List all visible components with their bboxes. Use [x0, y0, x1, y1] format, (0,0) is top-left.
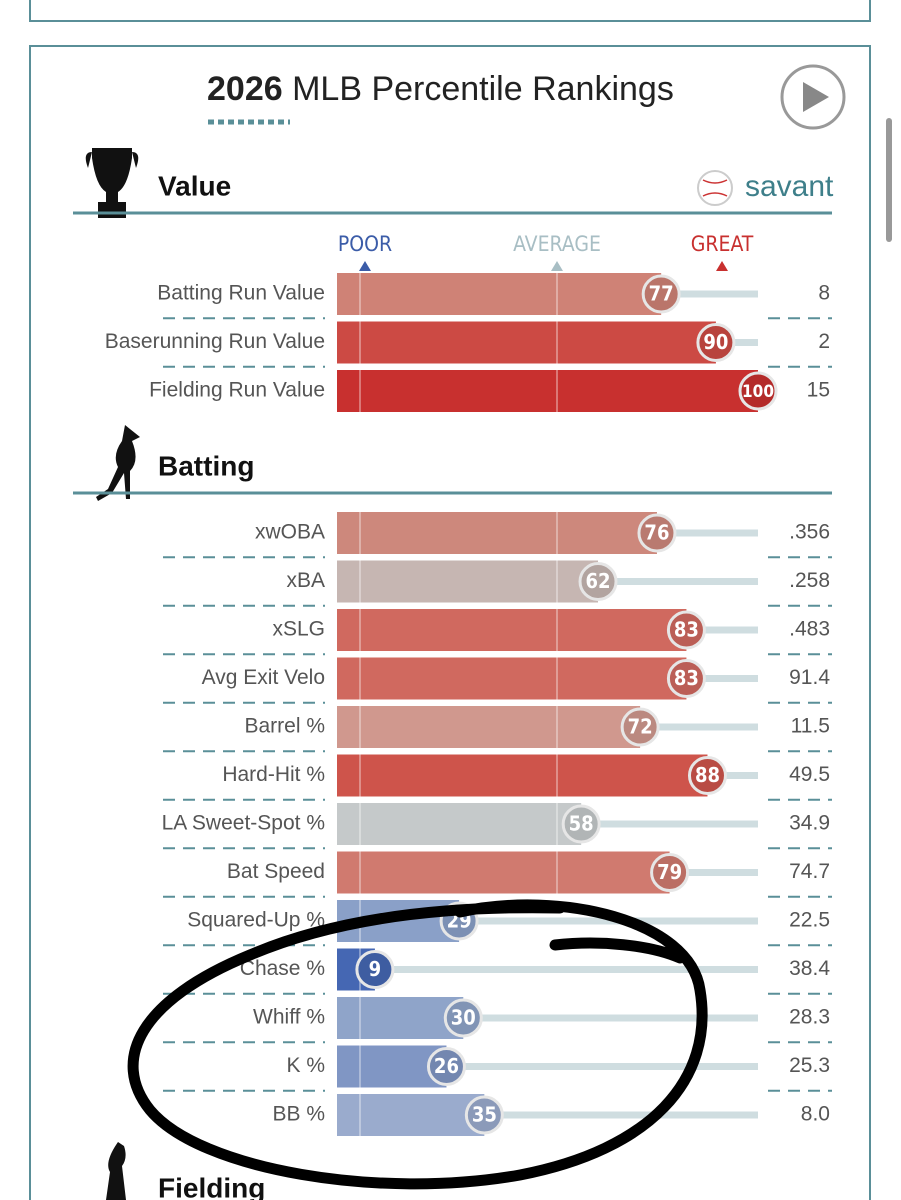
- percentile-badge: [687, 756, 727, 795]
- legend-poor: POOR: [338, 232, 392, 256]
- bar: [337, 706, 641, 748]
- row-label: Avg Exit Velo: [202, 666, 325, 689]
- percentile-label: 62: [585, 569, 610, 593]
- section-icon: [106, 1142, 126, 1200]
- title-year: 2026: [207, 70, 283, 108]
- percentile-badge: [578, 562, 618, 601]
- percentile-badge: [650, 853, 690, 892]
- percentile-label: 79: [657, 860, 682, 884]
- row-label: Fielding Run Value: [149, 379, 325, 402]
- hand-drawn-circle: [127, 899, 708, 1190]
- percentile-badge: [641, 274, 681, 314]
- bar: [337, 609, 687, 651]
- percentile-badge: [696, 323, 736, 362]
- bar: [337, 803, 582, 845]
- bar: [337, 1094, 485, 1136]
- row-value: 38.4: [789, 957, 830, 980]
- percentile-label: 83: [674, 618, 699, 642]
- row-value: 34.9: [789, 812, 830, 835]
- percentile-label: 90: [703, 330, 728, 354]
- row-value: 11.5: [791, 715, 830, 738]
- legend-marker: [359, 261, 371, 271]
- row-value: 74.7: [789, 860, 830, 883]
- section-title: Batting: [158, 450, 254, 481]
- row-label: Bat Speed: [227, 860, 325, 883]
- percentile-badge: [738, 371, 778, 411]
- percentile-badge: [620, 707, 660, 747]
- brand: savant: [697, 170, 834, 206]
- legend-marker: [716, 261, 728, 271]
- bar: [337, 512, 657, 554]
- row-label: Baserunning Run Value: [105, 330, 325, 353]
- percentile-badge: [443, 998, 483, 1038]
- section-icon: [96, 425, 140, 501]
- row-label: K %: [286, 1054, 325, 1077]
- row-value: 28.3: [789, 1006, 830, 1029]
- row-label: Batting Run Value: [157, 282, 325, 305]
- legend-great: GREAT: [691, 232, 754, 256]
- percentile-label: 88: [695, 763, 720, 787]
- row-value: .258: [789, 569, 830, 592]
- bar: [337, 851, 670, 894]
- bar: [337, 273, 662, 315]
- percentile-badge: [637, 513, 677, 553]
- section-title: Fielding: [158, 1172, 265, 1200]
- bar: [337, 560, 599, 603]
- percentile-badge: [666, 659, 706, 698]
- row-label: xBA: [286, 569, 325, 592]
- title-text: MLB Percentile Rankings: [292, 70, 674, 108]
- row-value: 8.0: [801, 1103, 830, 1126]
- legend-average: AVERAGE: [513, 232, 601, 256]
- bar: [337, 370, 758, 412]
- row-label: LA Sweet-Spot %: [162, 812, 325, 835]
- bar: [337, 997, 464, 1039]
- percentile-label: 100: [742, 382, 774, 402]
- row-value: .483: [789, 618, 830, 641]
- percentile-badge: [561, 804, 601, 844]
- row-value: 25.3: [789, 1054, 830, 1077]
- row-label: BB %: [272, 1103, 325, 1126]
- percentile-badge: [426, 1047, 466, 1086]
- bar: [337, 321, 716, 364]
- row-label: Squared-Up %: [187, 909, 325, 932]
- row-label: xwOBA: [255, 521, 325, 544]
- row-label: xSLG: [272, 618, 325, 641]
- row-value: 49.5: [789, 763, 830, 786]
- play-button[interactable]: [780, 64, 846, 130]
- row-value: .356: [789, 521, 830, 544]
- percentile-label: 9: [369, 957, 382, 981]
- row-value: 91.4: [789, 666, 830, 689]
- percentile-label: 76: [644, 521, 669, 545]
- percentile-badge: [464, 1095, 504, 1135]
- percentile-label: 35: [472, 1103, 497, 1127]
- percentile-label: 30: [451, 1006, 476, 1030]
- row-label: Barrel %: [244, 715, 325, 738]
- brand-text: savant: [745, 170, 834, 203]
- legend-marker: [551, 261, 563, 271]
- percentile-label: 58: [569, 812, 594, 836]
- percentile-badge: [355, 950, 395, 989]
- percentile-badge: [666, 610, 706, 650]
- row-label: Whiff %: [253, 1006, 325, 1029]
- section-title: Value: [158, 170, 231, 201]
- bar: [337, 754, 708, 797]
- percentile-label: 72: [628, 715, 653, 739]
- row-value: 8: [818, 282, 830, 305]
- prev-card: [29, 0, 871, 22]
- row-value: 22.5: [789, 909, 830, 932]
- row-value: 2: [818, 330, 830, 353]
- title: 2026 MLB Percentile Rankings: [207, 70, 674, 108]
- section-icon: [85, 148, 139, 218]
- scrollbar: [886, 118, 892, 242]
- percentile-label: 83: [674, 666, 699, 690]
- row-value: 15: [807, 379, 830, 402]
- row-label: Hard-Hit %: [222, 763, 325, 786]
- card: [29, 45, 871, 1200]
- percentile-label: 26: [434, 1054, 459, 1078]
- row-label: Chase %: [240, 957, 325, 980]
- percentile-label: 77: [649, 282, 674, 306]
- bar: [337, 657, 687, 700]
